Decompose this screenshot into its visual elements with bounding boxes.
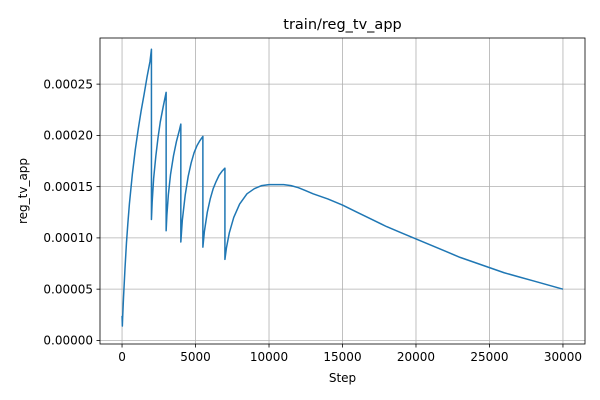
x-tick-label: 15000 [323, 350, 361, 364]
x-tick-label: 5000 [180, 350, 211, 364]
x-axis-label: Step [329, 371, 356, 385]
y-axis: 0.00000 0.00005 0.00010 0.00015 0.00020 0.000… [43, 77, 100, 348]
series-line [121, 48, 564, 327]
x-tick-label: 20000 [397, 350, 435, 364]
x-axis: 0 5000 10000 15000 20000 25000 30000 [118, 344, 582, 364]
series-layer [121, 48, 564, 327]
y-tick-label: 0.00000 [43, 334, 93, 348]
x-tick-label: 0 [118, 350, 126, 364]
x-tick-label: 30000 [544, 350, 582, 364]
chart-title: train/reg_tv_app [283, 17, 401, 33]
y-tick-label: 0.00005 [43, 282, 93, 296]
y-axis-label: reg_tv_app [16, 158, 30, 224]
y-tick-label: 0.00010 [43, 231, 93, 245]
y-tick-label: 0.00015 [43, 180, 93, 194]
y-tick-label: 0.00020 [43, 129, 93, 143]
grid [100, 38, 585, 344]
y-tick-label: 0.00025 [43, 77, 93, 91]
x-tick-label: 10000 [250, 350, 288, 364]
x-tick-label: 25000 [470, 350, 508, 364]
